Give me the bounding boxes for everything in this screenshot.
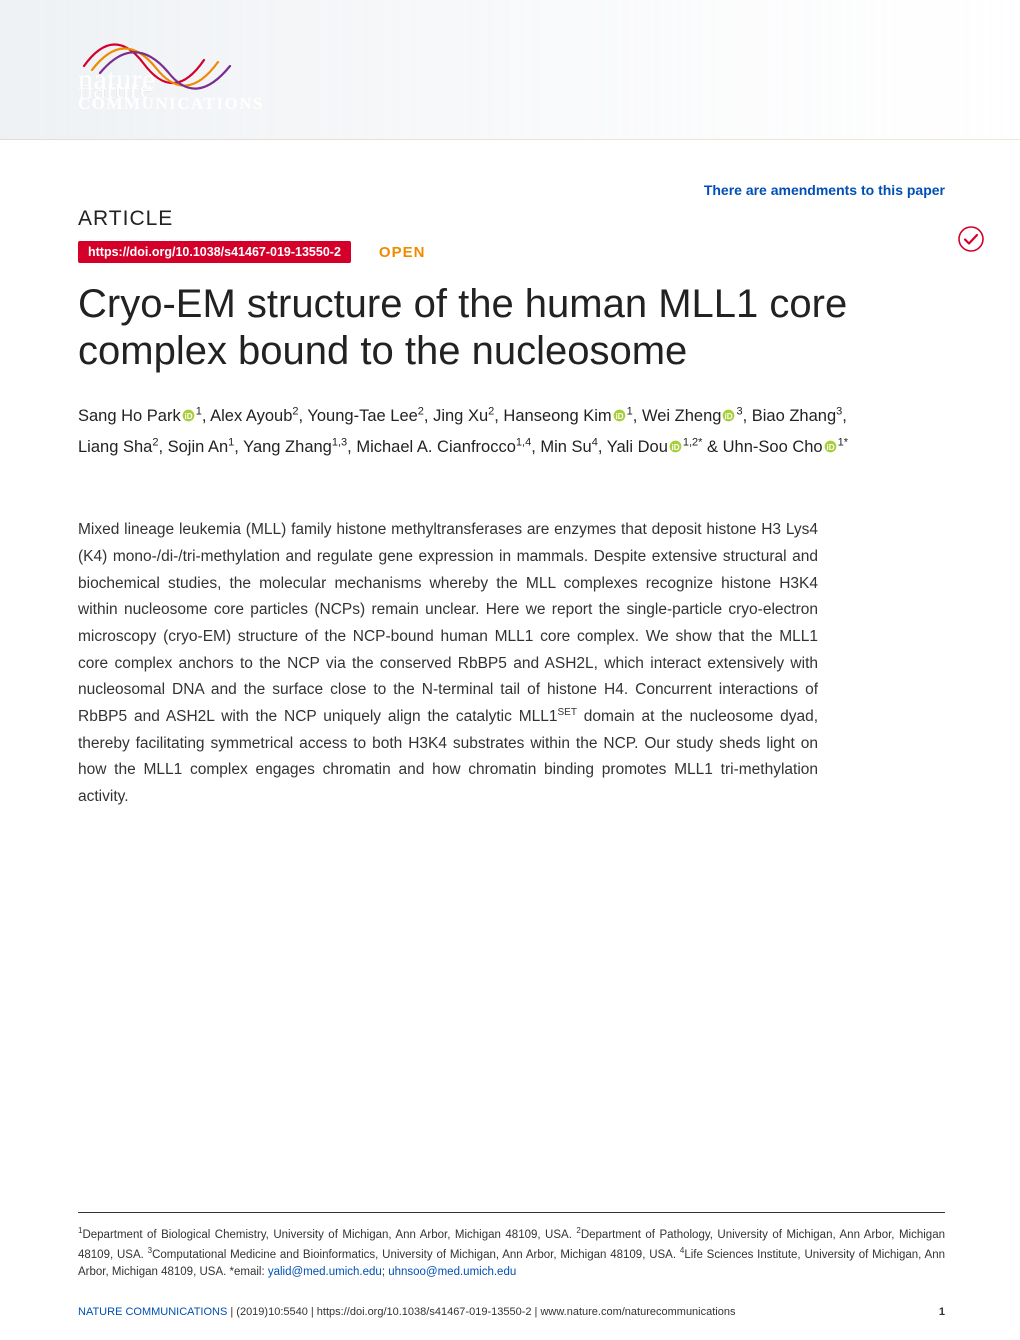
svg-text:iD: iD [615,412,623,421]
amendments-link[interactable]: There are amendments to this paper [704,182,945,198]
author: Sang Ho Park [78,407,181,425]
author: , Sojin An [158,438,228,456]
author: , Biao Zhang [743,407,837,425]
affiliations: 1Department of Biological Chemistry, Uni… [78,1225,945,1282]
author: , Wei Zheng [633,407,722,425]
footer-journal: NATURE COMMUNICATIONS [78,1306,227,1318]
aff-sup: 1,2* [683,436,703,448]
author: , Yali Dou [598,438,668,456]
doi-badge[interactable]: https://doi.org/10.1038/s41467-019-13550… [78,241,351,263]
journal-logo: nature nature nature nature nature COMMU… [78,18,288,118]
author: , Yang Zhang [234,438,332,456]
logo-line1: nature [78,63,264,97]
author: , Alex Ayoub [202,407,293,425]
svg-text:iD: iD [826,443,834,452]
doi-row: https://doi.org/10.1038/s41467-019-13550… [78,241,942,263]
orcid-icon[interactable]: iD [182,402,195,415]
affiliation: Department of Biological Chemistry, Univ… [82,1229,576,1241]
author: , Michael A. Cianfrocco [347,438,516,456]
aff-sup: 1* [838,436,848,448]
author: & Uhn-Soo Cho [702,438,822,456]
author: , Jing Xu [424,407,488,425]
svg-text:iD: iD [184,412,192,421]
author: , Min Su [531,438,592,456]
aff-sup: 1,3 [332,436,347,448]
article-title: Cryo-EM structure of the human MLL1 core… [78,281,942,375]
page-number: 1 [939,1306,945,1318]
author: Liang Sha [78,438,152,456]
author: , Young-Tae Lee [299,407,418,425]
aff-sup: 1,4 [516,436,531,448]
orcid-icon[interactable]: iD [824,433,837,446]
corresponding-email[interactable]: yalid@med.umich.edu [268,1266,382,1278]
abstract-text: Mixed lineage leukemia (MLL) family hist… [78,521,818,725]
open-access-badge: OPEN [379,244,426,261]
footer-citation-text: | (2019)10:5540 | https://doi.org/10.103… [227,1306,735,1318]
article-label: ARTICLE [78,207,942,231]
logo-line2: COMMUNICATIONS [78,94,264,114]
corresponding-email[interactable]: uhnsoo@med.umich.edu [388,1266,516,1278]
footer-rule [78,1212,945,1213]
svg-text:iD: iD [725,412,733,421]
footer-citation: NATURE COMMUNICATIONS | (2019)10:5540 | … [78,1306,945,1318]
author-list: Sang Ho ParkiD1, Alex Ayoub2, Young-Tae … [78,401,942,462]
article-body: ARTICLE https://doi.org/10.1038/s41467-0… [78,207,942,851]
abstract: Mixed lineage leukemia (MLL) family hist… [78,517,818,810]
author: , Hanseong Kim [494,407,611,425]
affiliation: Computational Medicine and Bioinformatic… [152,1248,680,1260]
orcid-icon[interactable]: iD [669,433,682,446]
abstract-sup: SET [558,707,577,718]
orcid-icon[interactable]: iD [722,402,735,415]
orcid-icon[interactable]: iD [613,402,626,415]
crossmark-icon[interactable] [958,226,984,252]
svg-text:iD: iD [671,443,679,452]
sep: , [842,407,847,425]
